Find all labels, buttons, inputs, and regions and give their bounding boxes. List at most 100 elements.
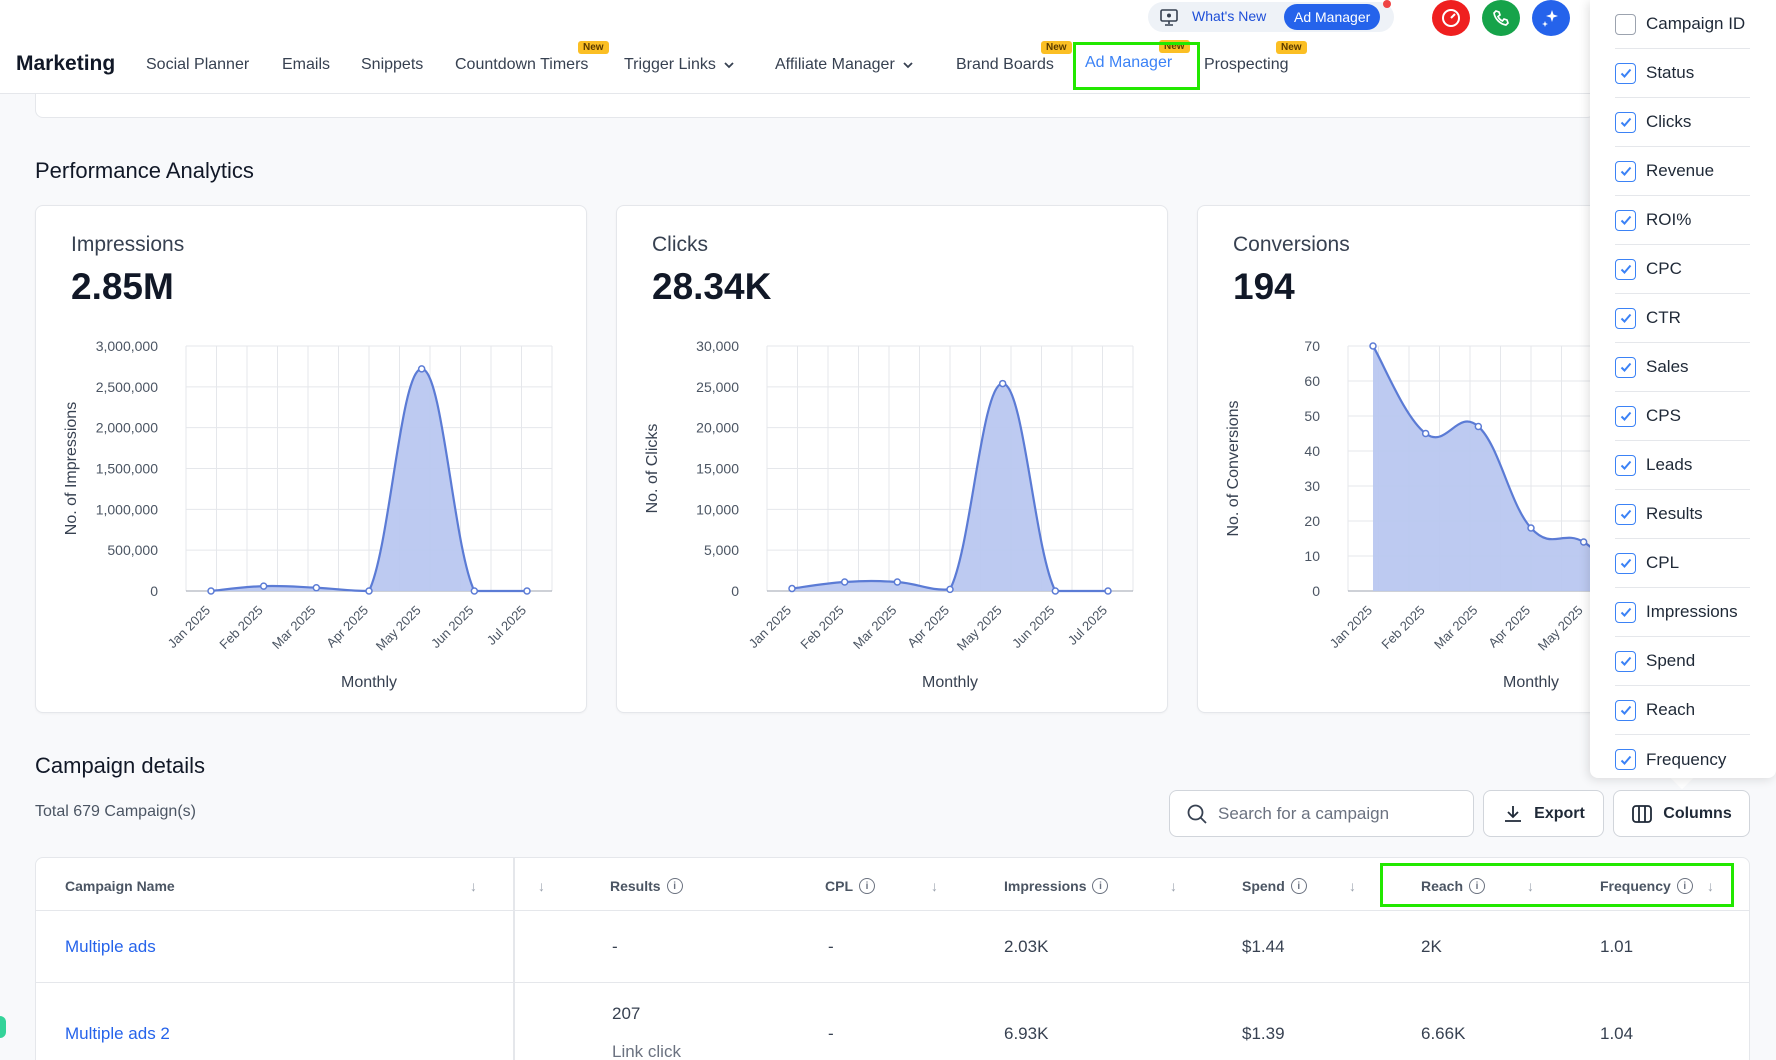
nav-tab-snippets[interactable]: Snippets xyxy=(361,56,424,73)
search-input[interactable] xyxy=(1218,803,1458,824)
column-option-results[interactable]: Results xyxy=(1615,490,1750,539)
sort-arrow-icon[interactable]: ↓ xyxy=(538,878,545,894)
sort-arrow-icon[interactable]: ↓ xyxy=(1527,878,1534,894)
data-point[interactable] xyxy=(312,583,321,592)
column-option-impressions[interactable]: Impressions xyxy=(1615,588,1750,637)
column-option-cps[interactable]: CPS xyxy=(1615,392,1750,441)
column-option-frequency[interactable]: Frequency xyxy=(1615,735,1750,784)
checkbox-checked-icon[interactable] xyxy=(1615,405,1636,427)
sort-arrow-icon[interactable]: ↓ xyxy=(1707,878,1714,894)
checkbox-checked-icon[interactable] xyxy=(1615,454,1636,476)
column-header-frequency[interactable]: Frequency i xyxy=(1600,878,1693,894)
column-option-revenue[interactable]: Revenue xyxy=(1615,147,1750,196)
data-point[interactable] xyxy=(365,587,373,595)
column-option-status[interactable]: Status xyxy=(1615,49,1750,98)
nav-tab-social-planner[interactable]: Social Planner xyxy=(146,56,250,73)
info-icon[interactable]: i xyxy=(1092,878,1109,894)
data-point[interactable] xyxy=(1051,587,1060,595)
column-header-reach[interactable]: Reach i xyxy=(1421,878,1486,894)
nav-tab-trigger-links[interactable]: Trigger Links xyxy=(624,56,736,74)
checkbox-checked-icon[interactable] xyxy=(1615,503,1636,525)
data-point[interactable] xyxy=(417,365,426,373)
column-option-label: Leads xyxy=(1646,455,1693,474)
nav-tab-brand-boards[interactable]: Brand Boards xyxy=(956,56,1054,73)
column-option-cpc[interactable]: CPC xyxy=(1615,245,1750,294)
gauge-icon xyxy=(1442,9,1460,27)
sort-arrow-icon[interactable]: ↓ xyxy=(1349,878,1356,894)
info-icon[interactable]: i xyxy=(1676,878,1693,894)
checkbox-unchecked-icon[interactable] xyxy=(1615,13,1636,35)
data-point[interactable] xyxy=(523,587,531,595)
new-badge: New xyxy=(1276,41,1307,54)
info-icon[interactable]: i xyxy=(859,878,875,894)
cell-spend: $1.39 xyxy=(1242,1024,1285,1043)
column-option-label: CTR xyxy=(1646,308,1681,327)
column-option-sales[interactable]: Sales xyxy=(1615,343,1750,392)
data-point[interactable] xyxy=(1421,429,1430,438)
column-option-clicks[interactable]: Clicks xyxy=(1615,98,1750,147)
nav-tab-ad-manager[interactable]: Ad Manager xyxy=(1085,54,1173,71)
data-point[interactable] xyxy=(1527,524,1535,532)
checkbox-checked-icon[interactable] xyxy=(1615,307,1636,329)
data-point[interactable] xyxy=(840,578,849,586)
data-point[interactable] xyxy=(1369,342,1377,350)
data-point[interactable] xyxy=(946,585,954,594)
column-header-results[interactable]: Results i xyxy=(610,878,683,894)
column-option-cpl[interactable]: CPL xyxy=(1615,539,1750,588)
checkbox-checked-icon[interactable] xyxy=(1615,258,1636,280)
data-point[interactable] xyxy=(1474,422,1483,431)
checkbox-checked-icon[interactable] xyxy=(1615,552,1636,574)
info-icon[interactable]: i xyxy=(1469,878,1486,894)
sort-arrow-icon[interactable]: ↓ xyxy=(931,878,938,894)
data-point[interactable] xyxy=(1579,538,1588,546)
checkbox-checked-icon[interactable] xyxy=(1615,749,1636,770)
nav-tab-emails[interactable]: Emails xyxy=(282,56,331,73)
campaign-name-link[interactable]: Multiple ads xyxy=(65,937,156,956)
column-header-cpl[interactable]: CPL i xyxy=(825,878,875,894)
speed-dial-button[interactable] xyxy=(1432,0,1470,36)
columns-button[interactable]: Columns xyxy=(1613,790,1750,837)
sort-arrow-icon[interactable]: ↓ xyxy=(1170,878,1177,894)
checkbox-checked-icon[interactable] xyxy=(1615,699,1636,721)
checkbox-checked-icon[interactable] xyxy=(1615,209,1636,231)
sort-arrow-icon[interactable]: ↓ xyxy=(470,878,477,894)
data-point[interactable] xyxy=(1104,587,1112,595)
whats-new-pill[interactable]: Ad Manager xyxy=(1284,4,1381,30)
data-point[interactable] xyxy=(470,587,479,595)
export-button[interactable]: Export xyxy=(1483,790,1604,837)
column-header-spend[interactable]: Spend i xyxy=(1242,878,1307,894)
data-point[interactable] xyxy=(998,379,1007,388)
campaign-search[interactable] xyxy=(1169,790,1474,837)
x-tick-label: Apr 2025 xyxy=(323,603,371,651)
checkbox-checked-icon[interactable] xyxy=(1615,601,1636,623)
column-option-campaign-id[interactable]: Campaign ID xyxy=(1615,0,1750,49)
whats-new-link[interactable]: What's New xyxy=(1192,8,1267,24)
checkbox-checked-icon[interactable] xyxy=(1615,650,1636,672)
column-option-leads[interactable]: Leads xyxy=(1615,441,1750,490)
column-header-campaign-name[interactable]: Campaign Name xyxy=(65,878,175,894)
campaign-name-link[interactable]: Multiple ads 2 xyxy=(65,1024,170,1043)
column-header-impressions[interactable]: Impressions i xyxy=(1004,878,1109,894)
column-option-reach[interactable]: Reach xyxy=(1615,686,1750,735)
download-icon xyxy=(1505,805,1522,822)
row-divider xyxy=(36,982,1749,983)
data-point[interactable] xyxy=(788,584,796,593)
column-option-ctr[interactable]: CTR xyxy=(1615,294,1750,343)
column-option-roi-[interactable]: ROI% xyxy=(1615,196,1750,245)
ai-sparkle-button[interactable] xyxy=(1532,0,1570,36)
info-icon[interactable]: i xyxy=(666,878,683,894)
checkbox-checked-icon[interactable] xyxy=(1615,111,1636,133)
checkbox-checked-icon[interactable] xyxy=(1615,356,1636,378)
nav-tab-affiliate-manager[interactable]: Affiliate Manager xyxy=(775,56,915,74)
data-point[interactable] xyxy=(259,582,268,590)
phone-button[interactable] xyxy=(1482,0,1520,36)
x-tick-label: Feb 2025 xyxy=(1378,603,1427,652)
info-icon[interactable]: i xyxy=(1290,878,1307,894)
nav-tab-countdown-timers[interactable]: Countdown Timers xyxy=(455,56,589,73)
data-point[interactable] xyxy=(893,578,902,586)
column-option-spend[interactable]: Spend xyxy=(1615,637,1750,686)
data-point[interactable] xyxy=(207,587,215,595)
checkbox-checked-icon[interactable] xyxy=(1615,160,1636,182)
nav-tab-prospecting[interactable]: Prospecting xyxy=(1204,56,1289,73)
checkbox-checked-icon[interactable] xyxy=(1615,62,1636,84)
